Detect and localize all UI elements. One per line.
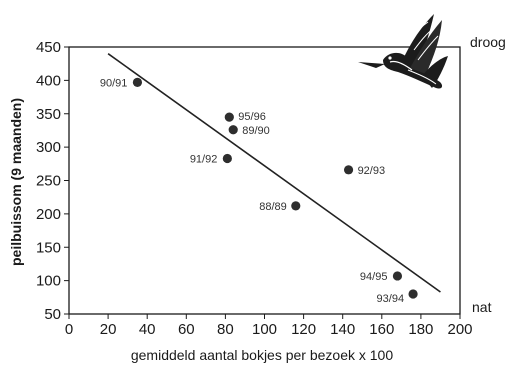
point-label: 88/89 — [259, 201, 287, 213]
data-point — [343, 165, 354, 175]
data-point — [224, 112, 234, 122]
point-label: 94/95 — [360, 271, 388, 283]
data-point — [132, 77, 143, 87]
x-tick-label: 0 — [65, 321, 73, 338]
x-tick-label: 120 — [291, 321, 316, 338]
x-tick-label: 80 — [217, 321, 234, 338]
y-tick-label: 100 — [36, 273, 61, 290]
x-axis-title: gemiddeld aantal bokjes per bezoek x 100 — [131, 347, 394, 363]
y-tick-label: 200 — [36, 206, 61, 223]
x-tick-label: 200 — [447, 321, 472, 338]
y-tick-label: 400 — [36, 72, 61, 89]
point-label: 93/94 — [377, 293, 405, 305]
side-label-nat: nat — [472, 299, 492, 315]
y-tick-label: 150 — [36, 239, 61, 256]
y-axis-title: peilbuissom (9 maanden) — [8, 98, 24, 266]
point-label: 92/93 — [358, 165, 386, 177]
axes — [64, 46, 461, 319]
x-tick-label: 20 — [100, 321, 117, 338]
data-points: 90/91 95/96 89/90 91/92 92/93 88/89 94/95 93/94 — [100, 77, 418, 305]
tick-labels: 0 20 40 60 80 100 120 140 160 180 200 50 100 150 200 25… — [36, 39, 473, 338]
data-point — [222, 153, 232, 164]
y-tick-label: 250 — [36, 173, 61, 190]
data-point — [408, 289, 418, 299]
snipe-bird-icon — [358, 14, 448, 89]
point-label: 89/90 — [242, 125, 270, 137]
side-label-droog: droog — [470, 34, 506, 50]
x-tick-label: 180 — [408, 321, 433, 338]
point-label: 90/91 — [100, 77, 128, 89]
x-tick-label: 140 — [330, 321, 355, 338]
x-tick-label: 40 — [139, 321, 156, 338]
point-label: 95/96 — [238, 111, 266, 123]
trendline-group — [107, 53, 441, 293]
data-point — [392, 271, 403, 281]
data-point — [291, 201, 301, 211]
y-tick-label: 300 — [36, 139, 61, 156]
y-tick-label: 350 — [36, 106, 61, 123]
x-tick-label: 100 — [252, 321, 277, 338]
y-tick-label: 450 — [36, 39, 61, 56]
data-point — [228, 125, 238, 135]
point-label: 91/92 — [190, 153, 218, 165]
y-tick-label: 50 — [44, 306, 61, 323]
trendline — [107, 53, 441, 293]
x-tick-label: 160 — [369, 321, 394, 338]
x-tick-label: 60 — [178, 321, 195, 338]
